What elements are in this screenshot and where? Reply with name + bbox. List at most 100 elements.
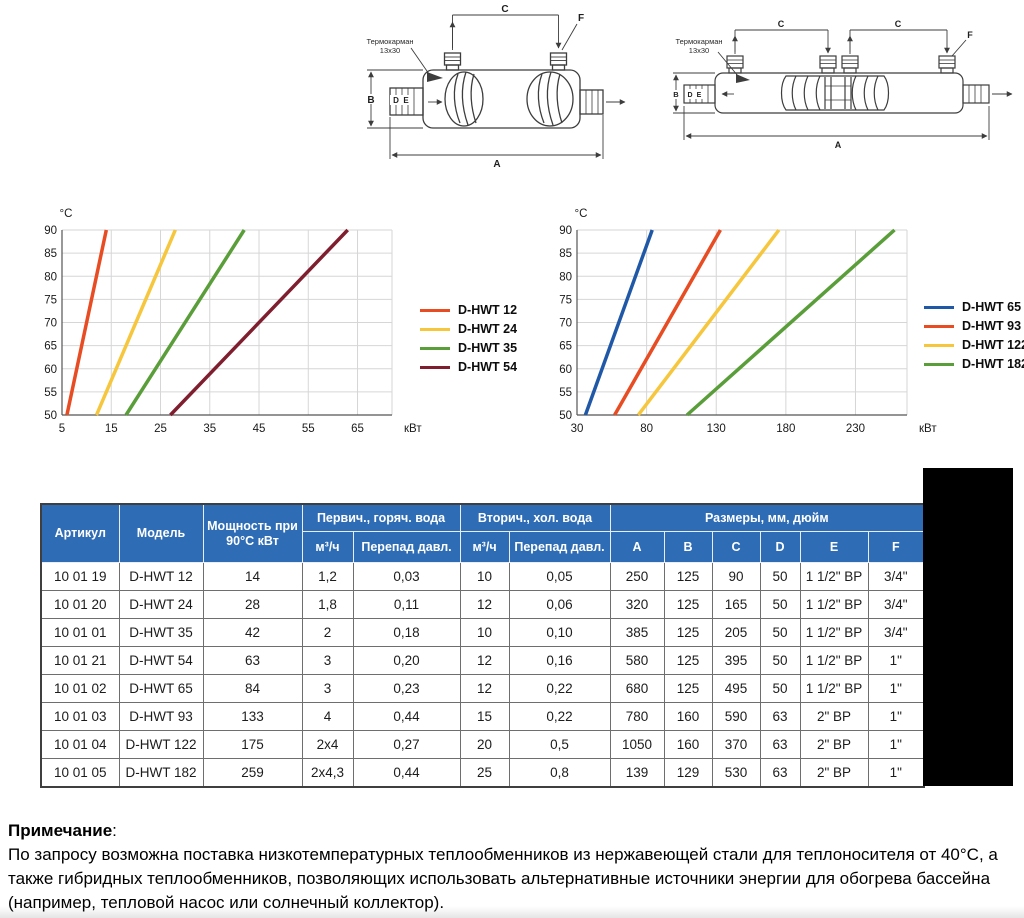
- legend-item: D-HWT 182: [924, 357, 1024, 371]
- table-cell: 63: [759, 702, 801, 731]
- table-cell: D-HWT 182: [118, 758, 204, 788]
- heat-exchanger-diagram-single-coil: C F B D E A Термокарман 13x30: [366, 4, 626, 170]
- series-line-d-hwt-65: [583, 229, 654, 416]
- axis-tick-label: 75: [559, 294, 572, 306]
- dim-label-a: A: [493, 159, 500, 170]
- table-cell: 63: [759, 730, 801, 759]
- series-line-d-hwt-122: [636, 228, 781, 417]
- axis-tick-label: 70: [44, 318, 57, 330]
- axis-tick-label: 80: [44, 271, 57, 283]
- table-cell: 125: [663, 590, 713, 619]
- legend-label: D-HWT 93: [962, 319, 1022, 333]
- table-cell: 50: [759, 562, 801, 591]
- legend-item: D-HWT 65: [924, 300, 1024, 314]
- table-cell: 20: [459, 730, 510, 759]
- table-cell: D-HWT 12: [118, 562, 204, 591]
- header-sub-7: D: [759, 531, 801, 563]
- table-cell: 0,44: [352, 758, 461, 788]
- table-cell: 1,8: [301, 590, 354, 619]
- table-cell: 3/4": [867, 618, 925, 647]
- table-cell: 160: [663, 702, 713, 731]
- table-cell: 1": [867, 730, 925, 759]
- table-cell: 10 01 01: [40, 618, 120, 647]
- table-cell: 12: [459, 646, 510, 675]
- table-cell: 139: [609, 758, 665, 788]
- table-cell: 1 1/2" ВР: [799, 562, 869, 591]
- header-sub-1: Перепад давл.: [352, 531, 461, 563]
- table-cell: 125: [663, 618, 713, 647]
- axis-tick-label: 55: [559, 387, 572, 399]
- table-cell: 1 1/2" ВР: [799, 618, 869, 647]
- dim-label-b: B: [367, 95, 374, 106]
- dim-label-c: C: [501, 4, 508, 15]
- header-sub-8: E: [799, 531, 869, 563]
- legend-line-swatch: [420, 346, 450, 350]
- axis-tick-label: 50: [44, 410, 57, 422]
- note: Примечание: По запросу возможна поставка…: [8, 819, 1020, 916]
- table-cell: 10 01 20: [40, 590, 120, 619]
- chart-small-models-legend: D-HWT 12 D-HWT 24 D-HWT 35 D-HWT 54: [420, 303, 517, 374]
- table-cell: 10 01 05: [40, 758, 120, 788]
- table-cell: 1 1/2" ВР: [799, 674, 869, 703]
- axis-tick-label: 15: [105, 423, 118, 435]
- note-colon: :: [112, 821, 117, 840]
- axis-tick-label: 75: [44, 294, 57, 306]
- table-cell: 2x4,3: [301, 758, 354, 788]
- axis-tick-label: 30: [571, 423, 584, 435]
- table-cell: 10 01 04: [40, 730, 120, 759]
- legend-item: D-HWT 35: [420, 341, 517, 355]
- dim-label-c: C: [778, 19, 785, 29]
- table-cell: 1050: [609, 730, 665, 759]
- table-row: 10 01 03 D-HWT 93 133 4 0,44 15 0,22 780 160 590 6…: [40, 702, 925, 731]
- axis-tick-label: 50: [559, 410, 572, 422]
- table-cell: 370: [711, 730, 761, 759]
- x-axis-unit-label: кВт: [404, 423, 422, 435]
- table-cell: 530: [711, 758, 761, 788]
- table-cell: 0,18: [352, 618, 461, 647]
- x-axis-unit-label: кВт: [919, 423, 937, 435]
- table-cell: 495: [711, 674, 761, 703]
- table-cell: 0,22: [508, 674, 611, 703]
- header-sub-2: м³/ч: [459, 531, 510, 563]
- table-cell: 165: [711, 590, 761, 619]
- table-cell: 63: [759, 758, 801, 788]
- table-cell: 1": [867, 674, 925, 703]
- axis-tick-label: 80: [559, 271, 572, 283]
- line-chart: 50 55 60 65 70 75 80 85 90 30 80 130 180 230 °C кВт: [559, 208, 937, 435]
- axis-tick-label: 90: [44, 225, 57, 237]
- note-heading: Примечание:: [8, 819, 1020, 843]
- legend-label: D-HWT 54: [458, 360, 518, 374]
- chart-large-models-legend: D-HWT 65 D-HWT 93 D-HWT 122 D-HWT 182: [924, 300, 1024, 371]
- table-cell: 2" ВР: [799, 730, 869, 759]
- chart-large-models: 50 55 60 65 70 75 80 85 90 30 80 130 180 230 °C кВт: [549, 202, 954, 447]
- table-cell: 50: [759, 618, 801, 647]
- axis-tick-label: 230: [846, 423, 865, 435]
- table-cell: D-HWT 54: [118, 646, 204, 675]
- dim-label-d: D: [687, 92, 692, 99]
- table-row: 10 01 21 D-HWT 54 63 3 0,20 12 0,16 580 125 395 50…: [40, 646, 925, 675]
- axis-tick-label: 85: [559, 248, 572, 260]
- table-cell: 1 1/2" ВР: [799, 590, 869, 619]
- table-cell: 14: [202, 562, 303, 591]
- axis-tick-label: 65: [44, 341, 57, 353]
- table-cell: D-HWT 93: [118, 702, 204, 731]
- dim-label-b: B: [673, 90, 679, 99]
- table-cell: 0,8: [508, 758, 611, 788]
- header-sub-6: C: [711, 531, 761, 563]
- table-cell: 0,06: [508, 590, 611, 619]
- axis-tick-label: 85: [44, 248, 57, 260]
- table-cell: 3: [301, 646, 354, 675]
- table-row: 10 01 05 D-HWT 182 259 2x4,3 0,44 25 0,8 139 129…: [40, 758, 925, 788]
- header-sub-5: B: [663, 531, 713, 563]
- axis-tick-label: 65: [351, 423, 364, 435]
- legend-line-swatch: [420, 365, 450, 369]
- header-power: Мощность при 90°С кВт: [202, 503, 303, 563]
- table-cell: 10 01 19: [40, 562, 120, 591]
- table-cell: 0,10: [508, 618, 611, 647]
- table-cell: 10 01 21: [40, 646, 120, 675]
- table-cell: 1": [867, 758, 925, 788]
- page-bottom-edge: [0, 906, 1024, 918]
- table-cell: 1,2: [301, 562, 354, 591]
- line-chart: 50 55 60 65 70 75 80 85 90 5 15 25 35 45 55 65 °C кВт: [44, 208, 422, 435]
- legend-label: D-HWT 12: [458, 303, 518, 317]
